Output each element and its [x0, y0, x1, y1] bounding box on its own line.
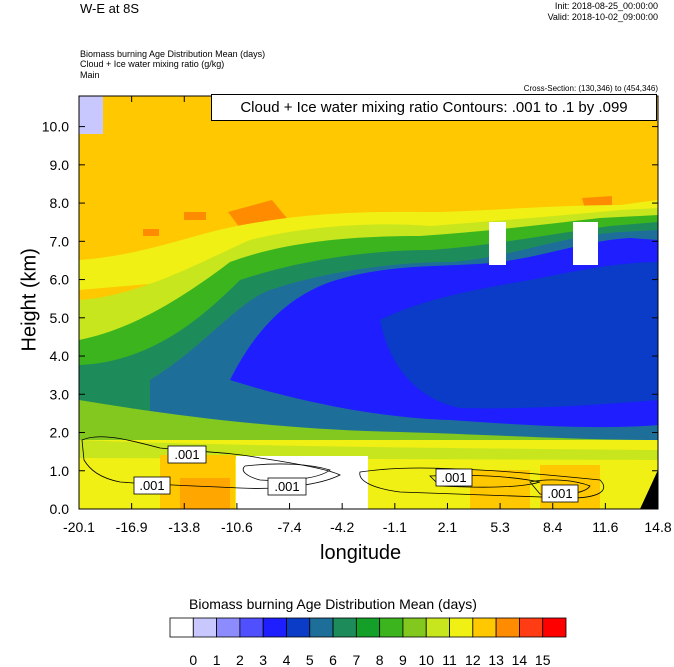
init-time: Init: 2018-08-25_00:00:00 — [554, 1, 658, 11]
contour-label-2: .001 — [133, 476, 171, 495]
field-patch-orange-small2 — [143, 229, 159, 236]
x-tick-label: -7.4 — [277, 519, 301, 535]
y-tick-label: 2.0 — [50, 425, 70, 441]
x-axis-label: longitude — [320, 542, 402, 564]
contour-label-4: .001 — [435, 468, 473, 487]
x-tick-label: -16.9 — [116, 519, 148, 535]
contour-line-2 — [242, 463, 331, 481]
x-tick-label: 8.4 — [543, 519, 563, 535]
svg-text:.001: .001 — [274, 479, 299, 494]
colorbar-label: 6 — [329, 652, 337, 667]
y-tick-label: 6.0 — [50, 272, 70, 288]
colorbar-label: 11 — [442, 652, 457, 667]
colorbar-label: 7 — [352, 652, 360, 667]
colorbar-swatch — [216, 617, 241, 638]
x-tick-label: -20.1 — [63, 519, 95, 535]
colorbar-swatch — [449, 617, 474, 638]
contour-line-1 — [81, 436, 341, 489]
x-tick-label: 11.6 — [592, 519, 618, 535]
x-tick-label: -13.8 — [168, 519, 200, 535]
y-tick-label: 9.0 — [50, 157, 70, 173]
colorbar-swatch — [192, 617, 217, 638]
y-tick-label: 3.0 — [50, 386, 70, 402]
field-patch-white-cloud2 — [573, 222, 598, 265]
svg-text:.001: .001 — [139, 478, 164, 493]
colorbar-label: 5 — [306, 652, 314, 667]
y-tick-label: 4.0 — [50, 348, 70, 364]
plot-title: W-E at 8S — [80, 1, 140, 16]
colorbar-label: 0 — [189, 652, 197, 667]
y-axis-label: Height (km) — [18, 248, 41, 352]
colorbar-label: 1 — [213, 652, 221, 667]
colorbar-swatch — [495, 617, 520, 638]
x-tick-label: -4.2 — [330, 519, 354, 535]
field-patch-orange-small1 — [184, 212, 206, 220]
y-tick-label: 7.0 — [50, 233, 70, 249]
field-patch-white-cloud1 — [489, 222, 506, 265]
colorbar-swatch — [519, 617, 544, 638]
colorbar-label: 10 — [418, 652, 434, 667]
field-patch-top-left — [79, 96, 103, 134]
colorbar-title: Biomass burning Age Distribution Mean (d… — [189, 596, 477, 612]
field-patch-surface-orange2 — [180, 478, 230, 509]
y-tick-label: 10.0 — [42, 119, 69, 135]
colorbar-label: 4 — [283, 652, 291, 667]
valid-time: Valid: 2018-10-02_09:00:00 — [547, 12, 658, 22]
colorbar-swatch — [309, 617, 334, 638]
colorbar-swatch — [355, 617, 381, 638]
contour-label-5: .001 — [541, 484, 579, 503]
colorbar-swatch — [542, 617, 567, 638]
svg-text:.001: .001 — [441, 470, 466, 485]
field-description-1: Biomass burning Age Distribution Mean (d… — [80, 49, 266, 59]
y-tick-label: 5.0 — [50, 310, 70, 326]
colorbar: 0 1 2 3 4 5 6 7 8 9 10 11 12 13 14 15 — [169, 617, 567, 667]
colorbar-swatch — [286, 617, 311, 638]
colorbar-swatch — [262, 617, 287, 638]
cross-section-label: Cross-Section: (130,346) to (454,346) — [523, 84, 658, 93]
field-patch-black-corner — [640, 470, 658, 509]
colorbar-label: 8 — [376, 652, 384, 667]
colorbar-label: 13 — [488, 652, 504, 667]
x-tick-label: 5.3 — [490, 519, 510, 535]
colorbar-label: 14 — [512, 652, 528, 667]
y-tick-label: 1.0 — [50, 463, 70, 479]
svg-text:.001: .001 — [547, 486, 572, 501]
colorbar-swatch — [239, 617, 264, 638]
x-tick-label: 2.1 — [438, 519, 458, 535]
colorbar-label: 2 — [236, 652, 244, 667]
heatmap-field — [79, 96, 658, 509]
colorbar-swatch — [425, 617, 450, 638]
colorbar-swatch — [379, 617, 404, 638]
field-description-3: Main — [80, 70, 100, 80]
colorbar-swatch — [402, 617, 427, 638]
colorbar-label: 9 — [399, 652, 407, 667]
x-tick-label: -10.6 — [221, 519, 253, 535]
field-description-2: Cloud + Ice water mixing ratio (g/kg) — [80, 59, 225, 69]
contour-label-3: .001 — [267, 477, 307, 496]
colorbar-label: 12 — [465, 652, 481, 667]
x-tick-label: -1.1 — [383, 519, 407, 535]
contour-info-box: Cloud + Ice water mixing ratio Contours:… — [211, 94, 657, 121]
svg-text:.001: .001 — [174, 447, 199, 462]
contour-label-group: .001 .001 .001 .001 .001 — [133, 445, 579, 503]
x-tick-label: 14.8 — [644, 519, 671, 535]
x-axis: -20.1 -16.9 -13.8 -10.6 -7.4 -4.2 -1.1 2.1 5.3 8.… — [63, 96, 672, 535]
colorbar-swatch — [332, 617, 357, 638]
colorbar-label: 15 — [535, 652, 551, 667]
colorbar-swatch — [472, 617, 497, 638]
contour-label-1: .001 — [167, 445, 207, 464]
y-axis: 0.0 1.0 2.0 3.0 4.0 5.0 6.0 7.0 8.0 9.0 10.0 — [42, 119, 658, 517]
colorbar-swatch — [169, 617, 194, 638]
y-tick-label: 0.0 — [50, 501, 70, 517]
colorbar-label: 3 — [259, 652, 267, 667]
y-tick-label: 8.0 — [50, 195, 70, 211]
field-band-blue-dark — [380, 262, 658, 409]
